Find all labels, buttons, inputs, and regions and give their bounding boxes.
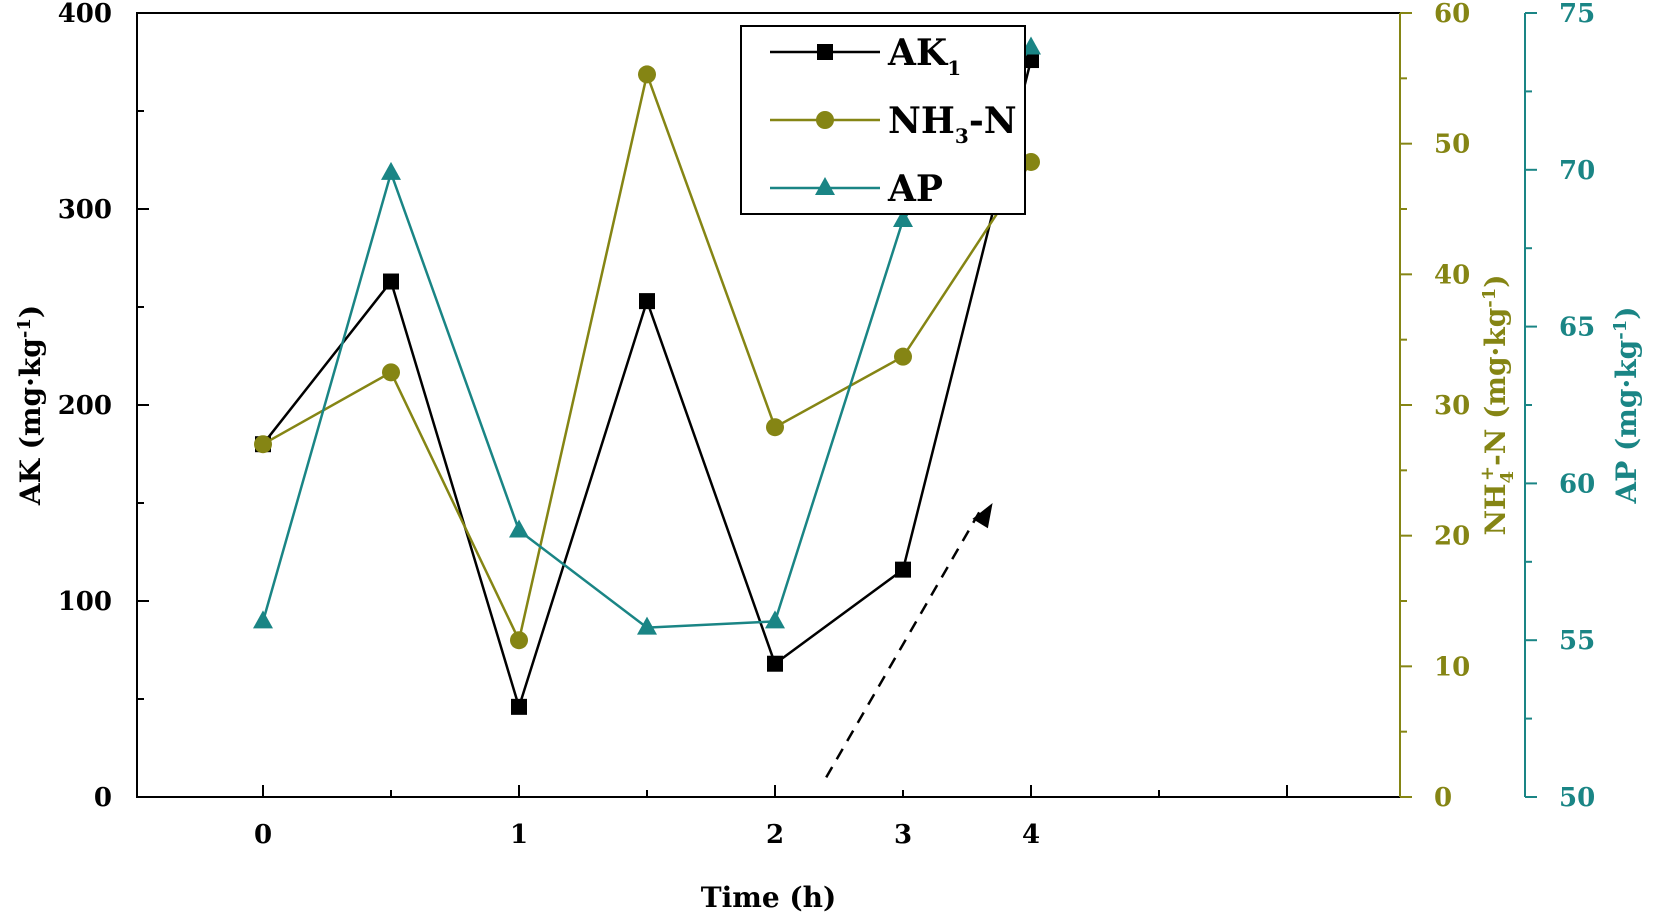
data-point — [509, 519, 529, 538]
ap-tick-label: 70 — [1559, 156, 1595, 186]
x-tick-label: 4 — [1022, 820, 1040, 850]
x-tick-label: 1 — [510, 820, 528, 850]
left-axis-title-sup: -1 — [14, 318, 35, 338]
nh4-title-pre: NH — [1479, 483, 1512, 535]
ap-tick-label: 65 — [1559, 313, 1595, 343]
data-point — [639, 293, 655, 310]
ap-title-text: AP (mg·kg — [1610, 340, 1643, 505]
data-point — [253, 610, 273, 629]
legend-marker — [817, 44, 833, 60]
trend-arrow — [825, 503, 993, 779]
legend-marker — [815, 177, 835, 195]
nh4-title-sup2: -1 — [1479, 288, 1500, 308]
data-point — [638, 65, 656, 84]
x-axis: 0 1 2 3 4 Time (h) — [254, 785, 1288, 914]
nh4-title-sup: + — [1477, 466, 1498, 481]
ap-title-close: ) — [1610, 307, 1643, 320]
data-point — [1022, 152, 1040, 171]
ap-tick-label: 50 — [1559, 783, 1595, 813]
nh4-tick-label: 20 — [1434, 522, 1470, 552]
data-point — [1023, 52, 1039, 69]
ap-tick-label: 75 — [1559, 0, 1595, 29]
legend-label: AK1 — [887, 32, 961, 80]
ap-y-axis: 50 55 60 65 70 75 AP (mg·kg-1) — [1524, 0, 1643, 813]
nh4-tick-label: 50 — [1434, 130, 1470, 160]
left-tick-label: 200 — [58, 391, 112, 421]
data-point — [893, 208, 913, 227]
nh4-tick-label: 60 — [1434, 0, 1470, 29]
left-tick-label: 400 — [58, 0, 112, 29]
ap-title-sup: -1 — [1610, 320, 1631, 340]
left-tick-label: 300 — [58, 195, 112, 225]
legend-label-text: AP — [887, 168, 943, 210]
nh4-y-axis: 0 10 20 30 40 50 60 NH4+-N (mg·kg-1) — [1399, 0, 1518, 813]
trend-arrow-shaft — [825, 509, 982, 779]
left-tick-label: 100 — [58, 587, 112, 617]
data-point — [382, 363, 400, 382]
x-axis-title: Time (h) — [701, 881, 837, 914]
nh4-tick-label: 30 — [1434, 391, 1470, 421]
nh4-tick-label: 40 — [1434, 260, 1470, 290]
legend-label-text: NH — [888, 100, 955, 142]
legend-item: AP — [770, 168, 943, 210]
legend-label-sub: 1 — [947, 56, 961, 80]
trend-arrow-head — [972, 503, 993, 529]
ap-axis-title: AP (mg·kg-1) — [1610, 307, 1643, 505]
nh4-title-post: -N (mg·kg — [1479, 308, 1512, 466]
left-y-axis: 0 100 200 300 400 AK (mg·kg-1) — [14, 0, 149, 813]
legend: AK1 NH3-N AP — [740, 25, 1026, 215]
legend-label-text: AK — [887, 32, 949, 74]
legend-item: NH3-N — [770, 100, 1017, 148]
legend-label: NH3-N — [888, 100, 1017, 148]
nh4-title-close: ) — [1479, 274, 1512, 287]
ap-tick-label: 55 — [1559, 626, 1595, 656]
nh4-axis-title: NH4+-N (mg·kg-1) — [1477, 274, 1518, 535]
data-point — [767, 655, 783, 672]
data-point — [383, 273, 399, 290]
nh4-tick-label: 10 — [1434, 652, 1470, 682]
data-point — [637, 616, 657, 635]
legend-label: AP — [887, 168, 943, 210]
data-point — [381, 161, 401, 180]
x-tick-label: 3 — [894, 820, 912, 850]
ap-tick-label: 60 — [1559, 469, 1595, 499]
legend-label-sub: 3 — [955, 124, 969, 148]
legend-marker — [816, 111, 834, 129]
data-point — [765, 610, 785, 629]
series-ap — [253, 36, 1041, 635]
nh4-tick-label: 0 — [1434, 783, 1452, 813]
x-tick-label: 0 — [254, 820, 272, 850]
data-point — [895, 561, 911, 578]
series-layer — [253, 36, 1041, 715]
left-tick-label: 0 — [94, 783, 112, 813]
legend-label-post: -N — [969, 100, 1017, 142]
data-point — [510, 631, 528, 650]
data-point — [766, 418, 784, 437]
data-point — [254, 435, 272, 454]
data-point — [894, 347, 912, 366]
nh4-title-sub: 4 — [1497, 471, 1518, 484]
series-nh3-n — [254, 65, 1040, 650]
x-tick-label: 2 — [766, 820, 784, 850]
left-axis-title-close: ) — [14, 305, 47, 318]
left-axis-title: AK (mg·kg-1) — [14, 305, 47, 506]
legend-item: AK1 — [770, 32, 961, 80]
left-axis-title-text: AK (mg·kg — [14, 338, 47, 506]
data-point — [511, 698, 527, 715]
